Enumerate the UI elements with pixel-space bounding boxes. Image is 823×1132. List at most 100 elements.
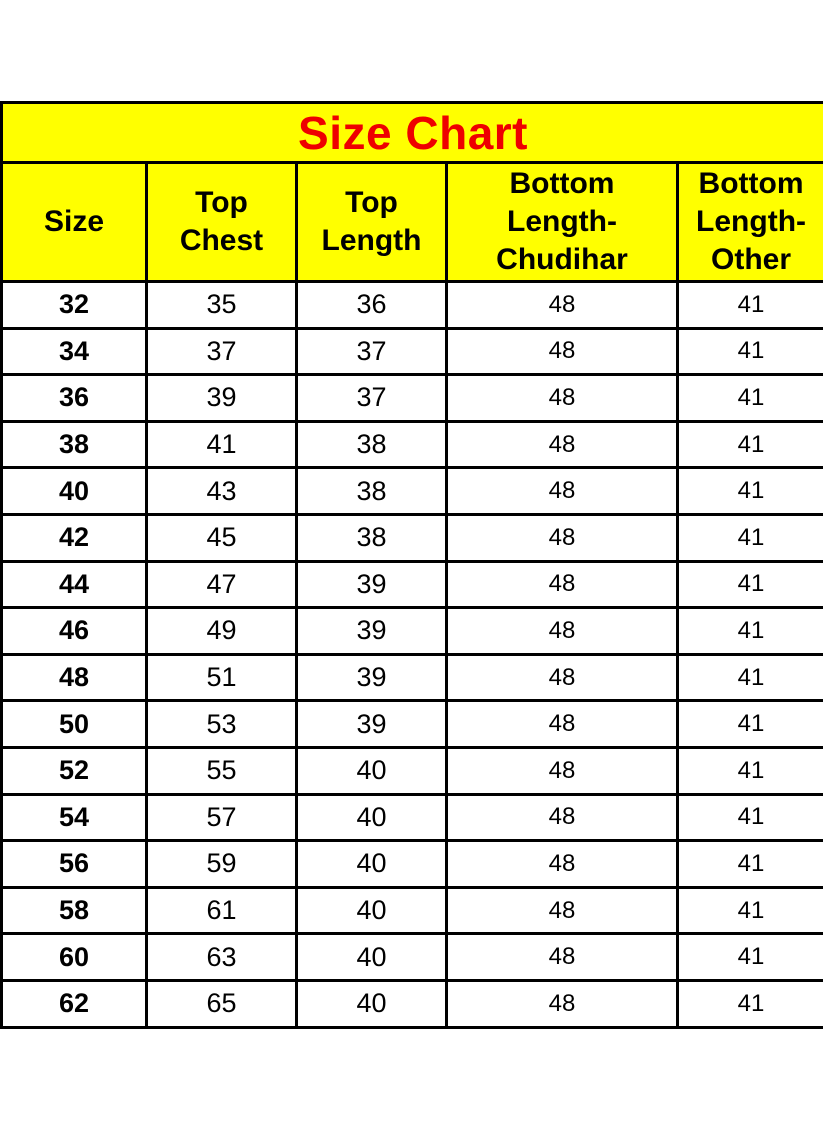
table-cell: 58 [0, 885, 148, 936]
table-cell: 39 [295, 606, 448, 656]
table-cell: 50 [0, 699, 148, 749]
table-row: 38 41 38 48 41 [0, 419, 823, 470]
table-row: 56 59 40 48 41 [0, 839, 823, 889]
table-cell: 44 [0, 559, 148, 610]
table-header-row: Size Top Chest Top Length Bottom Length-Chu… [0, 161, 823, 283]
table-cell: 34 [0, 326, 148, 377]
table-cell: 61 [145, 885, 298, 936]
table-cell: 48 [445, 699, 679, 749]
table-cell: 41 [675, 559, 823, 610]
table-cell: 40 [295, 885, 448, 936]
column-header-3: Bottom Length-Chudihar [445, 161, 679, 283]
table-cell: 41 [675, 839, 823, 889]
table-cell: 38 [295, 419, 448, 470]
table-cell: 40 [295, 932, 448, 982]
table-row: 44 47 39 48 41 [0, 559, 823, 610]
table-cell: 39 [295, 652, 448, 703]
table-cell: 51 [145, 652, 298, 703]
table-cell: 45 [145, 512, 298, 563]
table-row: 34 37 37 48 41 [0, 326, 823, 377]
table-cell: 37 [295, 373, 448, 423]
table-cell: 38 [0, 419, 148, 470]
table-cell: 47 [145, 559, 298, 610]
table-cell: 48 [445, 280, 679, 330]
table-cell: 38 [295, 512, 448, 563]
table-cell: 41 [675, 885, 823, 936]
table-cell: 57 [145, 792, 298, 843]
table-cell: 41 [675, 652, 823, 703]
table-cell: 41 [675, 792, 823, 843]
table-cell: 40 [0, 466, 148, 516]
table-cell: 65 [145, 978, 298, 1029]
table-cell: 39 [295, 559, 448, 610]
table-row: 42 45 38 48 41 [0, 512, 823, 563]
table-cell: 42 [0, 512, 148, 563]
table-cell: 41 [675, 466, 823, 516]
table-cell: 36 [0, 373, 148, 423]
table-cell: 46 [0, 606, 148, 656]
table-cell: 52 [0, 745, 148, 796]
table-cell: 37 [295, 326, 448, 377]
table-cell: 40 [295, 745, 448, 796]
column-header-0: Size [0, 161, 148, 283]
table-cell: 40 [295, 839, 448, 889]
title-row: Size Chart [0, 101, 823, 164]
table-row: 54 57 40 48 41 [0, 792, 823, 843]
table-cell: 63 [145, 932, 298, 982]
table-cell: 41 [675, 699, 823, 749]
table-cell: 53 [145, 699, 298, 749]
table-cell: 48 [445, 978, 679, 1029]
table-cell: 48 [445, 932, 679, 982]
table-cell: 39 [145, 373, 298, 423]
table-cell: 41 [675, 932, 823, 982]
table-cell: 48 [445, 652, 679, 703]
table-cell: 41 [675, 606, 823, 656]
table-cell: 48 [445, 792, 679, 843]
table-row: 48 51 39 48 41 [0, 652, 823, 703]
table-row: 36 39 37 48 41 [0, 373, 823, 423]
table-cell: 48 [445, 326, 679, 377]
table-cell: 48 [445, 839, 679, 889]
table-row: 62 65 40 48 41 [0, 978, 823, 1029]
column-header-2: Top Length [295, 161, 448, 283]
table-cell: 59 [145, 839, 298, 889]
table-cell: 41 [675, 745, 823, 796]
table-body: 32 35 36 48 41 34 37 37 48 41 36 39 37 48 41 38 41 38 48 41… [0, 280, 823, 1029]
table-cell: 38 [295, 466, 448, 516]
table-cell: 41 [675, 512, 823, 563]
table-cell: 48 [445, 559, 679, 610]
table-cell: 43 [145, 466, 298, 516]
table-row: 50 53 39 48 41 [0, 699, 823, 749]
table-row: 32 35 36 48 41 [0, 280, 823, 330]
table-cell: 48 [445, 373, 679, 423]
table-cell: 48 [445, 745, 679, 796]
table-row: 46 49 39 48 41 [0, 606, 823, 656]
table-cell: 48 [445, 606, 679, 656]
table-cell: 48 [0, 652, 148, 703]
table-cell: 41 [675, 280, 823, 330]
column-header-1: Top Chest [145, 161, 298, 283]
table-cell: 36 [295, 280, 448, 330]
table-cell: 48 [445, 419, 679, 470]
table-cell: 62 [0, 978, 148, 1029]
table-row: 58 61 40 48 41 [0, 885, 823, 936]
table-cell: 55 [145, 745, 298, 796]
table-cell: 56 [0, 839, 148, 889]
table-cell: 39 [295, 699, 448, 749]
table-cell: 41 [675, 373, 823, 423]
table-cell: 41 [675, 419, 823, 470]
table-cell: 37 [145, 326, 298, 377]
table-cell: 60 [0, 932, 148, 982]
table-cell: 41 [145, 419, 298, 470]
table-row: 40 43 38 48 41 [0, 466, 823, 516]
size-chart-table: Size Chart Size Top Chest Top Length Bottom… [0, 101, 823, 1029]
page-title: Size Chart [0, 101, 823, 164]
table-cell: 48 [445, 885, 679, 936]
table-cell: 41 [675, 978, 823, 1029]
table-cell: 48 [445, 466, 679, 516]
table-cell: 40 [295, 792, 448, 843]
table-row: 60 63 40 48 41 [0, 932, 823, 982]
table-cell: 40 [295, 978, 448, 1029]
table-row: 52 55 40 48 41 [0, 745, 823, 796]
